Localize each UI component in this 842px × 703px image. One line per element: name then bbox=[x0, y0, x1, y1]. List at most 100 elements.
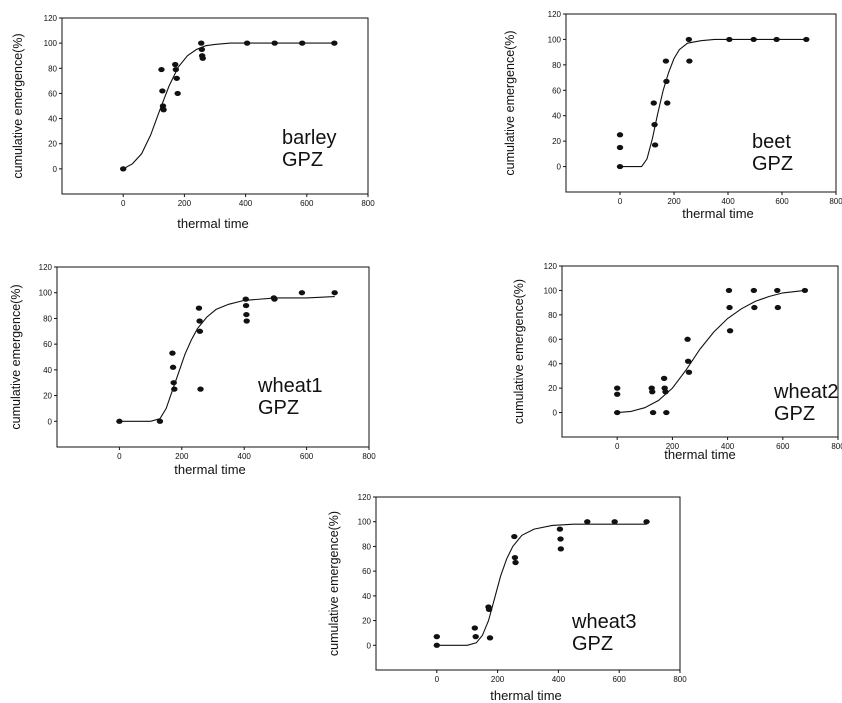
chart-panel-wheat1: 0 20 40 60 80 100 120 0 200 400 600 800 thermal time… bbox=[9, 263, 376, 477]
data-point bbox=[557, 536, 564, 542]
chart-panel-wheat2: 0 20 40 60 80 100 120 0 200 400 600 800 thermal time… bbox=[512, 262, 842, 462]
data-point bbox=[684, 336, 691, 342]
data-point bbox=[611, 519, 618, 525]
y-tick-label: 100 bbox=[39, 289, 53, 298]
x-tick-label: 200 bbox=[491, 675, 505, 684]
data-point bbox=[298, 290, 306, 296]
x-tick-label: 400 bbox=[552, 675, 566, 684]
data-point bbox=[686, 58, 693, 64]
data-point bbox=[774, 304, 782, 311]
x-tick-label: 200 bbox=[175, 452, 189, 461]
fitted-curve bbox=[119, 296, 335, 422]
data-point bbox=[726, 36, 733, 43]
x-tick-label: 600 bbox=[776, 442, 790, 451]
y-axis-label: cumulative emergence(%) bbox=[512, 279, 526, 424]
data-point bbox=[196, 328, 204, 334]
chart-panel-wheat3: 0 20 40 60 80 100 120 0 200 400 600 800 thermal time… bbox=[327, 493, 687, 703]
chart-panel-beet: 0 20 40 60 80 100 120 0 200 400 600 800 thermal time… bbox=[503, 10, 842, 221]
data-point bbox=[120, 166, 127, 172]
y-tick-label: 100 bbox=[44, 39, 58, 48]
y-tick-label: 20 bbox=[552, 137, 561, 146]
y-tick-label: 40 bbox=[48, 115, 57, 124]
data-point bbox=[685, 369, 693, 375]
data-point bbox=[649, 409, 657, 416]
panel-annotation: GPZ bbox=[572, 633, 613, 655]
data-point bbox=[271, 40, 278, 46]
x-tick-label: 0 bbox=[117, 452, 122, 461]
x-tick-label: 400 bbox=[238, 452, 252, 461]
data-point bbox=[172, 61, 179, 68]
plot-frame bbox=[561, 265, 839, 438]
data-point bbox=[196, 318, 203, 324]
x-tick-label: 0 bbox=[615, 442, 620, 451]
y-tick-label: 120 bbox=[548, 10, 562, 19]
data-point bbox=[156, 418, 164, 424]
y-tick-label: 0 bbox=[553, 409, 558, 418]
y-tick-label: 120 bbox=[544, 262, 558, 271]
x-tick-label: 600 bbox=[613, 675, 627, 684]
y-tick-label: 80 bbox=[362, 542, 371, 551]
data-point bbox=[556, 526, 564, 532]
y-axis-label: cumulative emergence(%) bbox=[503, 30, 517, 175]
fitted-curve bbox=[617, 289, 805, 414]
data-point bbox=[486, 635, 494, 641]
data-point bbox=[685, 36, 693, 43]
data-point bbox=[485, 606, 493, 613]
x-tick-label: 200 bbox=[178, 199, 192, 208]
y-tick-label: 0 bbox=[48, 417, 53, 426]
data-point bbox=[662, 389, 669, 395]
x-axis-label: thermal time bbox=[174, 462, 246, 477]
x-tick-label: 0 bbox=[435, 675, 440, 684]
data-point bbox=[651, 142, 659, 148]
data-point bbox=[801, 287, 809, 294]
x-tick-label: 0 bbox=[618, 197, 623, 206]
y-tick-label: 60 bbox=[48, 89, 57, 98]
data-point bbox=[169, 364, 177, 370]
data-point bbox=[773, 36, 780, 43]
y-tick-label: 120 bbox=[44, 14, 58, 23]
data-point bbox=[662, 58, 670, 64]
data-point bbox=[116, 418, 123, 424]
data-point bbox=[616, 163, 624, 170]
panel-annotation: wheat1 bbox=[257, 375, 323, 397]
y-tick-label: 20 bbox=[362, 617, 371, 626]
data-point bbox=[172, 66, 180, 73]
data-point bbox=[726, 328, 734, 334]
data-point bbox=[512, 559, 519, 566]
y-axis-label: cumulative emergence(%) bbox=[327, 511, 341, 656]
x-tick-label: 600 bbox=[300, 199, 314, 208]
data-point bbox=[643, 519, 650, 525]
data-point bbox=[433, 642, 440, 648]
data-point bbox=[158, 66, 165, 73]
x-tick-label: 0 bbox=[121, 199, 126, 208]
data-point bbox=[511, 554, 519, 561]
y-tick-label: 80 bbox=[43, 314, 52, 323]
data-point bbox=[174, 90, 181, 97]
data-point bbox=[725, 287, 733, 294]
panel-annotation: GPZ bbox=[258, 397, 299, 419]
panel-annotation: barley bbox=[282, 127, 336, 149]
data-point bbox=[170, 380, 177, 386]
y-tick-label: 100 bbox=[358, 518, 372, 527]
x-tick-label: 200 bbox=[666, 442, 680, 451]
plot-frame bbox=[61, 17, 369, 195]
data-point bbox=[616, 132, 624, 138]
plot-frame bbox=[56, 266, 370, 448]
data-point bbox=[198, 40, 205, 46]
data-point bbox=[750, 36, 757, 43]
data-point bbox=[803, 36, 810, 43]
data-point bbox=[584, 519, 591, 525]
data-point bbox=[198, 46, 206, 53]
data-point bbox=[243, 40, 251, 46]
data-point bbox=[433, 634, 440, 640]
x-tick-label: 600 bbox=[775, 197, 789, 206]
data-point bbox=[243, 311, 250, 318]
data-point bbox=[660, 375, 668, 381]
y-tick-label: 0 bbox=[367, 641, 372, 650]
data-point bbox=[614, 391, 621, 397]
data-point bbox=[650, 100, 657, 106]
panel-annotation: GPZ bbox=[282, 149, 323, 171]
y-tick-label: 60 bbox=[552, 86, 561, 95]
data-point bbox=[160, 107, 167, 113]
x-tick-label: 800 bbox=[829, 197, 842, 206]
